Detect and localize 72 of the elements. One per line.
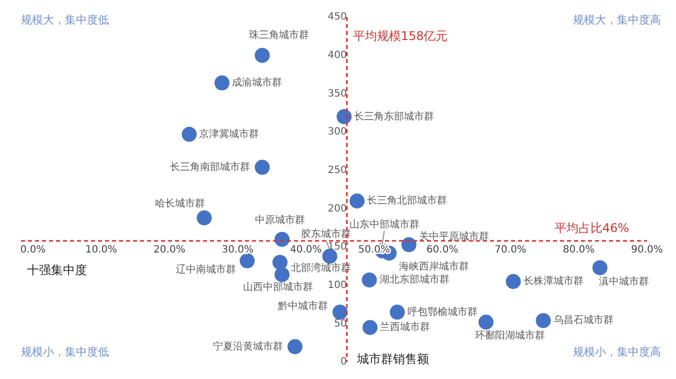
y-tick-label: 400 xyxy=(328,50,347,61)
x-tick-label: 0.0% xyxy=(20,244,46,256)
ref-line-label: 平均占比46% xyxy=(554,220,629,235)
series-label: 黔中城市群 xyxy=(277,300,328,312)
series-label: 海峡西岸城市群 xyxy=(399,260,470,273)
x-axis-title: 十强集中度 xyxy=(27,262,87,277)
annotation: 规模大，集中度高 xyxy=(573,13,661,26)
series-label: 中原城市群 xyxy=(255,214,306,226)
y-tick-label: 350 xyxy=(328,88,347,100)
series-label: 京津冀城市群 xyxy=(199,128,260,140)
series-label: 宁夏沿黄城市群 xyxy=(212,340,283,352)
point xyxy=(506,274,521,289)
point xyxy=(196,210,212,226)
point xyxy=(350,194,365,208)
point xyxy=(362,320,378,335)
series-label: 辽中南城市群 xyxy=(176,263,236,276)
point xyxy=(478,314,494,330)
annotation: 规模小，集中度低 xyxy=(21,345,109,358)
point xyxy=(240,253,255,268)
point xyxy=(287,339,302,354)
series-label: 呼包鄂榆城市群 xyxy=(407,306,478,318)
point xyxy=(390,304,405,320)
x-tick-label: 60.0% xyxy=(426,244,458,256)
series-label: 长三角南部城市群 xyxy=(170,160,250,173)
y-tick-label: 200 xyxy=(328,203,347,214)
series-label: 湖北东部城市群 xyxy=(379,274,450,286)
series-label: 长三角北部城市群 xyxy=(367,194,448,207)
point xyxy=(254,48,270,63)
y-tick-label: 50 xyxy=(334,318,347,330)
series-label: 滇中城市群 xyxy=(598,275,649,288)
series-label: 山西中部城市群 xyxy=(243,281,314,294)
y-tick-label: 150 xyxy=(328,242,347,253)
point xyxy=(182,126,197,142)
y-tick-label: 250 xyxy=(328,164,347,176)
y-tick-label: 300 xyxy=(328,126,347,138)
series-label: 哈长城市群 xyxy=(155,197,206,210)
point xyxy=(336,109,352,124)
point xyxy=(274,232,290,247)
series-label: 成渝城市群 xyxy=(232,76,282,89)
point xyxy=(401,237,416,252)
series-label: 珠三角城市群 xyxy=(249,28,310,41)
x-tick-label: 40.0% xyxy=(290,244,322,256)
x-tick-label: 80.0% xyxy=(562,244,595,256)
point xyxy=(274,267,290,282)
y-tick-label: 450 xyxy=(328,12,347,23)
series-label: 长株潭城市群 xyxy=(523,275,584,288)
x-tick-label: 30.0% xyxy=(222,244,254,256)
point xyxy=(362,272,377,288)
point xyxy=(536,313,551,328)
y-axis-title: 城市群销售额 xyxy=(356,352,429,366)
x-tick-label: 90.0% xyxy=(631,244,663,256)
y-tick-label: 0 xyxy=(340,356,347,368)
x-tick-label: 70.0% xyxy=(494,244,526,256)
series-label: 环鄱阳湖城市群 xyxy=(474,330,545,342)
point xyxy=(272,254,288,270)
series-label: 胶东城市群 xyxy=(300,228,351,240)
y-tick-label: 100 xyxy=(328,280,347,291)
series-label: 北部湾城市群 xyxy=(290,262,351,274)
series-label: 关中平原城市群 xyxy=(418,230,489,242)
x-tick-label: 10.0% xyxy=(85,244,118,256)
series-label: 兰西城市群 xyxy=(380,321,430,334)
series-label: 山东中部城市群 xyxy=(349,218,420,230)
annotation: 规模小，集中度高 xyxy=(573,345,661,358)
x-tick-label: 20.0% xyxy=(154,244,186,256)
series-label: 乌昌石城市群 xyxy=(553,314,614,326)
point xyxy=(254,160,270,175)
point xyxy=(332,304,348,320)
ref-line-label: 平均规模158亿元 xyxy=(352,29,448,44)
series-label: 长三角东部城市群 xyxy=(354,110,434,122)
point xyxy=(214,75,230,90)
point xyxy=(592,260,608,276)
annotation: 规模大，集中度低 xyxy=(21,13,109,26)
